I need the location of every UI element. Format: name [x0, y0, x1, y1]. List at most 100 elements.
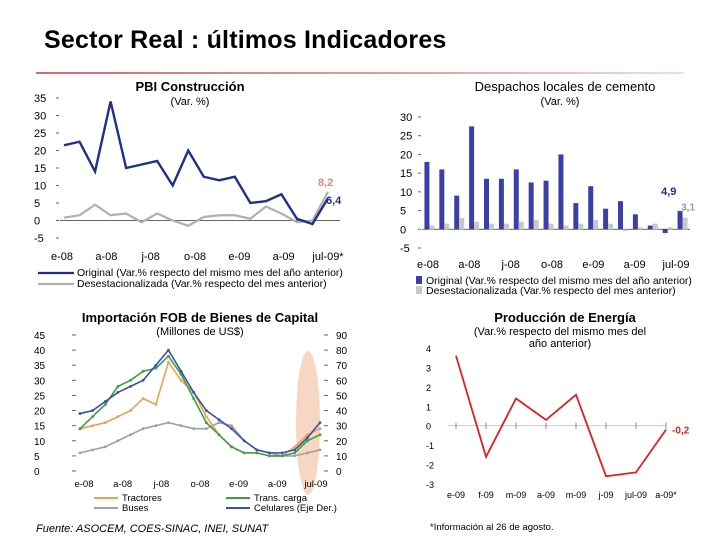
legend-label: Original (Var.% respecto del mismo mes d…: [426, 275, 692, 287]
x-tick-label: jul-09: [662, 259, 690, 271]
annotation-label: 3,1: [681, 203, 695, 214]
y-tick-label: 20: [34, 146, 46, 158]
y-tick-label: 10: [34, 437, 46, 448]
series-point-3: [179, 369, 183, 373]
y-tick-label: 10: [400, 187, 412, 199]
y2-tick-label: 30: [336, 422, 348, 433]
series-point-2: [116, 384, 120, 388]
legend-label: Original (Var.% respecto del mismo mes d…: [77, 267, 343, 279]
bar-0: [573, 203, 579, 230]
y-tick-label: 25: [34, 391, 46, 402]
y2-tick-label: 10: [336, 452, 348, 463]
series-point-2: [217, 433, 221, 437]
y-tick-label: 0: [34, 216, 40, 228]
legend-label: Buses: [122, 503, 149, 514]
series-point-2: [78, 427, 82, 431]
x-tick-label: e-08: [74, 479, 93, 490]
series-point-3: [91, 409, 95, 412]
series-point-0: [91, 424, 95, 428]
bar-0: [454, 195, 460, 230]
y2-tick-label: 60: [336, 376, 348, 387]
series-point-3: [167, 348, 170, 352]
x-tick-label: m-09: [506, 490, 527, 500]
bar-0: [677, 210, 683, 230]
series-point-2: [141, 369, 145, 373]
footnote: *Información al 26 de agosto.: [430, 522, 554, 533]
legend-label: Celulares (Eje Der.): [254, 503, 337, 514]
bar-1: [459, 218, 465, 230]
series-point-1: [116, 439, 120, 443]
x-tick-label: e-08: [51, 251, 73, 263]
x-tick-label: o-08: [190, 479, 209, 490]
y-tick-label: 30: [400, 112, 412, 124]
series-point-3: [255, 448, 259, 452]
bar-1: [623, 229, 628, 232]
y-tick-label: 45: [34, 331, 46, 342]
y-tick-label: -2: [426, 461, 434, 471]
series-line-0: [455, 355, 667, 478]
source-note: Fuente: ASOCEM, COES-SINAC, INEI, SUNAT: [36, 523, 269, 535]
y-tick-label: 15: [34, 422, 46, 433]
y-tick-label: 30: [34, 111, 46, 123]
series-line-1: [63, 191, 329, 227]
x-tick-label: jul-09: [624, 490, 647, 500]
series-point-0: [305, 433, 309, 437]
y-tick-label: 20: [34, 407, 46, 418]
x-tick-label: j-09: [597, 490, 613, 500]
series-point-0: [103, 421, 107, 425]
y-tick-label: 20: [400, 149, 412, 161]
y-tick-label: 35: [34, 361, 46, 372]
y-tick-label: 3: [426, 363, 431, 373]
series-point-3: [141, 378, 145, 382]
series-point-3: [280, 451, 284, 455]
series-point-3: [217, 418, 221, 422]
bar-1: [667, 227, 673, 230]
series-point-2: [318, 433, 322, 437]
series-point-0: [129, 409, 132, 412]
legend-swatch: [416, 276, 422, 284]
series-point-3: [154, 363, 158, 367]
series-point-2: [305, 439, 309, 443]
chart1-subtitle: (Var. %): [170, 96, 210, 108]
x-tick-label: e-09: [228, 251, 250, 263]
series-point-1: [129, 433, 132, 437]
y-tick-label: 1: [426, 402, 431, 412]
page-title: Sector Real : últimos Indicadores: [44, 26, 447, 54]
series-point-0: [116, 415, 120, 418]
bar-1: [578, 223, 584, 230]
series-line-2: [79, 355, 321, 457]
bar-0: [513, 169, 519, 230]
bar-1: [652, 223, 658, 230]
y-tick-label: 35: [34, 93, 46, 105]
legend-label: Trans. carga: [254, 493, 308, 504]
series-point-3: [116, 391, 120, 394]
series-point-2: [167, 354, 170, 358]
bar-1: [503, 223, 509, 230]
x-tick-label: m-09: [566, 490, 587, 500]
bar-1: [444, 223, 450, 230]
chart1-title: PBI Construcción: [135, 79, 245, 94]
series-point-1: [217, 421, 221, 425]
y-tick-label: 15: [400, 168, 412, 180]
bar-0: [558, 154, 564, 230]
y-tick-label: 0: [426, 422, 431, 432]
series-point-0: [293, 445, 297, 449]
series-point-1: [318, 448, 322, 452]
y-tick-label: 25: [34, 128, 46, 140]
y-tick-label: 10: [34, 181, 46, 193]
y-tick-label: 5: [34, 198, 40, 210]
series-point-1: [293, 454, 297, 458]
bar-1: [489, 223, 494, 230]
annotation-label: 6,4: [326, 195, 342, 207]
series-point-1: [78, 451, 82, 455]
x-tick-label: a-09: [268, 479, 287, 490]
series-point-0: [154, 403, 158, 406]
bar-0: [632, 214, 638, 230]
bar-1: [593, 219, 599, 230]
bar-0: [528, 182, 534, 230]
produccion-energia-chart: -3 -2 -1 0 1 2 3 4 -0,2 e-09 f-09 m-09 a-09 m-09 j-09 j…: [426, 344, 690, 500]
bar-1: [682, 217, 688, 230]
series-point-3: [293, 448, 297, 452]
x-tick-label: e-08: [417, 259, 439, 271]
series-point-0: [167, 360, 170, 364]
